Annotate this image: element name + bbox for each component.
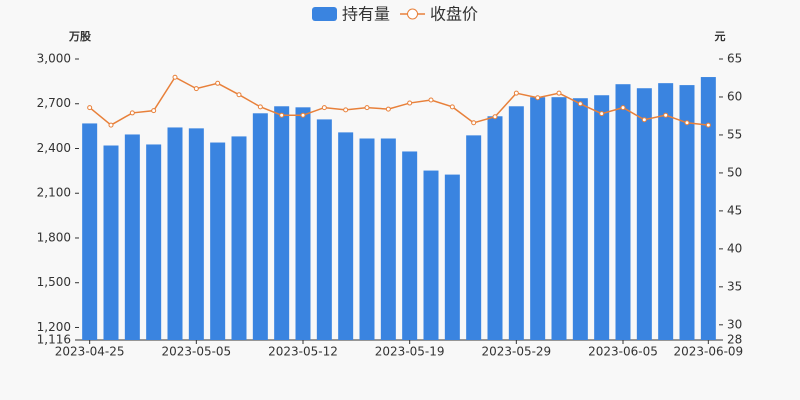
bar [210, 142, 226, 340]
bar [572, 98, 588, 340]
line-point [599, 111, 605, 117]
bar [380, 138, 396, 340]
line-point [87, 105, 93, 111]
y2-axis-label: 元 [715, 30, 726, 43]
line-point [556, 90, 562, 96]
line-point [172, 74, 178, 80]
bar [103, 145, 119, 340]
line-point [343, 107, 349, 113]
y2-tick-label: 40 [727, 241, 742, 255]
bar [636, 88, 652, 340]
bar [188, 128, 204, 340]
line-point [663, 112, 669, 118]
bar [679, 85, 695, 340]
line-point [364, 105, 370, 111]
y-axis-label: 万股 [68, 30, 92, 43]
y2-tick-label: 28 [727, 333, 742, 347]
line-point [449, 104, 455, 110]
legend-swatch [312, 7, 337, 21]
y-tick-label: 3,000 [37, 52, 71, 66]
line-point [684, 120, 690, 126]
y-tick-label: 2,700 [37, 96, 71, 110]
x-tick-label: 2023-04-25 [55, 345, 125, 359]
line-point [129, 110, 135, 116]
line-point [300, 112, 306, 118]
y2-tick-label: 45 [727, 203, 742, 217]
y2-tick-label: 30 [727, 317, 742, 331]
bar [508, 106, 524, 340]
bar [167, 127, 183, 340]
bar [615, 84, 631, 340]
y2-tick-label: 35 [727, 279, 742, 293]
bar [252, 113, 268, 341]
legend-swatch [407, 8, 419, 20]
line-point [236, 92, 242, 98]
bar [274, 106, 290, 340]
line-point [108, 122, 114, 128]
y-tick-label: 2,100 [37, 186, 71, 200]
x-tick-label: 2023-06-05 [588, 345, 658, 359]
y-tick-label: 1,200 [37, 320, 71, 334]
line-point [385, 106, 391, 112]
line-point [193, 86, 199, 92]
line-point [492, 114, 498, 120]
y2-tick-label: 60 [727, 89, 742, 103]
bar [124, 134, 140, 340]
bar [402, 151, 418, 340]
y2-tick-label: 65 [727, 52, 742, 66]
x-tick-label: 2023-05-29 [481, 345, 551, 359]
line-point [257, 104, 263, 110]
line-point [428, 97, 434, 103]
bar [338, 132, 354, 340]
y2-tick-label: 55 [727, 127, 742, 141]
bar [295, 107, 311, 340]
legend-label: 持有量 [342, 5, 390, 24]
bar [146, 144, 162, 340]
x-tick-label: 2023-06-09 [673, 345, 743, 359]
y-tick-label: 2,400 [37, 141, 71, 155]
y-tick-label: 1,800 [37, 230, 71, 244]
line-point [705, 122, 711, 128]
y-tick-label: 1,500 [37, 275, 71, 289]
bar [359, 138, 375, 340]
x-tick-label: 2023-05-12 [268, 345, 338, 359]
line-point [577, 101, 583, 107]
bar [466, 135, 482, 340]
bar [700, 77, 716, 340]
line-point [407, 100, 413, 106]
bar [530, 97, 546, 340]
line-point [641, 117, 647, 123]
line-point [321, 105, 327, 111]
line-point [215, 80, 221, 86]
bar [82, 123, 98, 340]
line-point [535, 95, 541, 101]
line-point [151, 108, 157, 114]
line [89, 76, 709, 126]
y2-tick-label: 50 [727, 165, 742, 179]
bar [444, 174, 460, 340]
bar [594, 95, 610, 341]
y-tick-label: 1,116 [37, 333, 71, 347]
bar [316, 119, 332, 340]
line-point [513, 90, 519, 96]
x-tick-label: 2023-05-19 [375, 345, 445, 359]
bar [231, 136, 247, 340]
line-point [620, 105, 626, 111]
line-point [471, 120, 477, 126]
x-tick-label: 2023-05-05 [161, 345, 231, 359]
bar [423, 170, 439, 340]
line-point [279, 112, 285, 118]
bar [551, 97, 567, 340]
bar [487, 116, 503, 340]
legend-label: 收盘价 [430, 5, 478, 24]
bar [658, 83, 674, 341]
